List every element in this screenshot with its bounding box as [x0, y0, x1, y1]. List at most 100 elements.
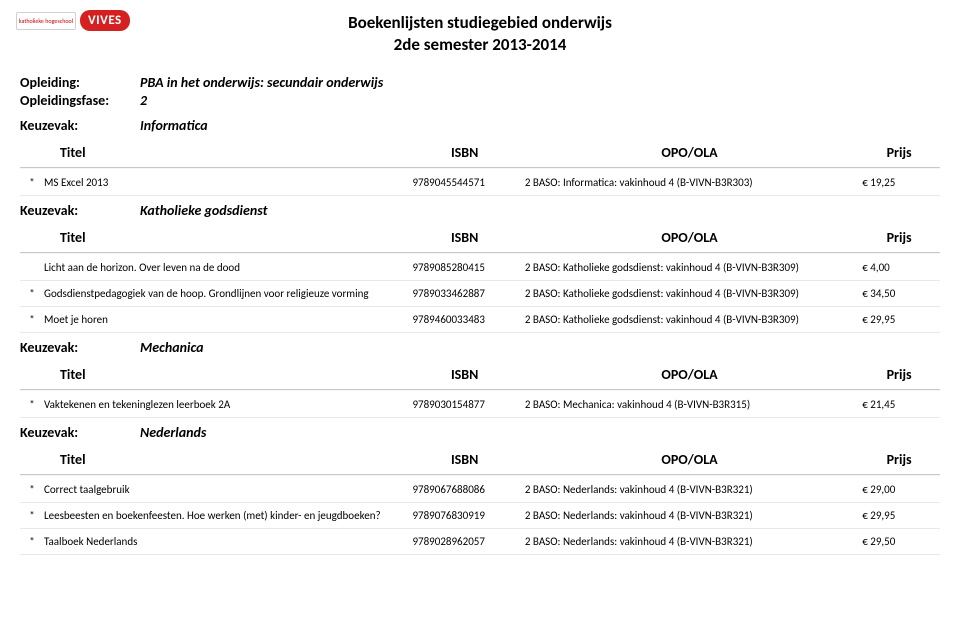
logo-vives: VIVES [80, 10, 130, 31]
keuzevak-label: Keuzevak: [20, 117, 140, 134]
header-isbn: ISBN [408, 138, 520, 168]
table-row: * Leesbeesten en boekenfeesten. Hoe werke… [20, 503, 940, 529]
table-body: * Vaktekenen en tekeninglezen leerboek 2A… [20, 392, 940, 418]
header-opo: OPO/OLA [521, 223, 858, 253]
cell-opo: 2 BASO: Katholieke godsdienst: vakinhoud… [521, 255, 858, 281]
book-title: Licht aan de horizon. Over leven na de d… [44, 261, 240, 274]
cell-isbn: 9789045544571 [408, 170, 520, 196]
cell-prijs: € 29,95 [858, 307, 940, 333]
book-title: Taalboek Nederlands [44, 535, 137, 548]
book-title: Moet je horen [44, 313, 108, 326]
cell-opo: 2 BASO: Nederlands: vakinhoud 4 (B-VIVN-… [521, 503, 858, 529]
section: Keuzevak:MechanicaTitelISBNOPO/OLAPrijs*… [20, 339, 940, 418]
table-row: * Godsdienstpedagogiek van de hoop. Grond… [20, 281, 940, 307]
table-header: TitelISBNOPO/OLAPrijs [20, 360, 940, 390]
keuzevak-row: Keuzevak:Informatica [20, 117, 940, 134]
header-isbn: ISBN [408, 445, 520, 475]
cell-prijs: € 29,95 [858, 503, 940, 529]
table-header: TitelISBNOPO/OLAPrijs [20, 138, 940, 168]
cell-title: * Godsdienstpedagogiek van de hoop. Grond… [20, 281, 408, 307]
cell-isbn: 9789028962057 [408, 529, 520, 555]
header-prijs: Prijs [858, 360, 940, 390]
book-title: Leesbeesten en boekenfeesten. Hoe werken… [44, 509, 381, 522]
header-prijs: Prijs [858, 445, 940, 475]
section: Keuzevak:Nederlands TitelISBNOPO/OLAPrijs… [20, 424, 940, 555]
cell-opo: 2 BASO: Katholieke godsdienst: vakinhoud… [521, 281, 858, 307]
cell-title: * MS Excel 2013 [20, 170, 408, 196]
opleiding-label: Opleiding: [20, 74, 140, 91]
table-body: * Correct taalgebruik 97890676880862 BASO:… [20, 477, 940, 555]
cell-opo: 2 BASO: Nederlands: vakinhoud 4 (B-VIVN-… [521, 529, 858, 555]
book-title: Vaktekenen en tekeninglezen leerboek 2A [44, 398, 230, 411]
star-icon: * [24, 313, 40, 326]
cell-isbn: 9789030154877 [408, 392, 520, 418]
section: Keuzevak:Katholieke godsdienst TitelISBNO… [20, 202, 940, 333]
cell-title: * Moet je horen [20, 307, 408, 333]
header-prijs: Prijs [858, 138, 940, 168]
title-line-1: Boekenlijsten studiegebied onderwijs [20, 12, 940, 34]
section: Keuzevak:Informatica TitelISBNOPO/OLAPrij… [20, 117, 940, 196]
star-icon: * [24, 176, 40, 189]
cell-isbn: 9789076830919 [408, 503, 520, 529]
book-title: Correct taalgebruik [44, 483, 130, 496]
header-isbn: ISBN [408, 223, 520, 253]
star-icon: * [24, 287, 40, 300]
meta-block: Opleiding: PBA in het onderwijs: secunda… [20, 74, 940, 109]
logo-khb: katholieke hogeschool [16, 12, 76, 30]
cell-prijs: € 19,25 [858, 170, 940, 196]
book-title: Godsdienstpedagogiek van de hoop. Grondl… [44, 287, 369, 300]
cell-title: * Leesbeesten en boekenfeesten. Hoe werke… [20, 503, 408, 529]
keuzevak-name: Informatica [140, 117, 208, 134]
keuzevak-label: Keuzevak: [20, 424, 140, 441]
table-row: Licht aan de horizon. Over leven na de d… [20, 255, 940, 281]
table-body: Licht aan de horizon. Over leven na de d… [20, 255, 940, 333]
cell-title: * Vaktekenen en tekeninglezen leerboek 2A [20, 392, 408, 418]
star-icon: * [24, 535, 40, 548]
header-prijs: Prijs [858, 223, 940, 253]
table-header: TitelISBNOPO/OLAPrijs [20, 445, 940, 475]
star-icon: * [24, 509, 40, 522]
keuzevak-name: Katholieke godsdienst [140, 202, 267, 219]
cell-prijs: € 29,00 [858, 477, 940, 503]
header-titel: Titel [20, 360, 408, 390]
table-row: * Vaktekenen en tekeninglezen leerboek 2A… [20, 392, 940, 418]
table-row: * Taalboek Nederlands 97890289620572 BASO:… [20, 529, 940, 555]
opleiding-value: PBA in het onderwijs: secundair onderwij… [140, 74, 383, 91]
header-opo: OPO/OLA [521, 360, 858, 390]
cell-isbn: 9789085280415 [408, 255, 520, 281]
header-titel: Titel [20, 223, 408, 253]
cell-opo: 2 BASO: Informatica: vakinhoud 4 (B-VIVN… [521, 170, 858, 196]
cell-prijs: € 21,45 [858, 392, 940, 418]
cell-title: * Taalboek Nederlands [20, 529, 408, 555]
keuzevak-row: Keuzevak:Mechanica [20, 339, 940, 356]
table-body: * MS Excel 2013 97890455445712 BASO: Infor… [20, 170, 940, 196]
cell-isbn: 9789460033483 [408, 307, 520, 333]
cell-isbn: 9789033462887 [408, 281, 520, 307]
cell-prijs: € 4,00 [858, 255, 940, 281]
keuzevak-row: Keuzevak:Katholieke godsdienst [20, 202, 940, 219]
header-isbn: ISBN [408, 360, 520, 390]
header-titel: Titel [20, 445, 408, 475]
table-header: TitelISBNOPO/OLAPrijs [20, 223, 940, 253]
cell-prijs: € 29,50 [858, 529, 940, 555]
page-title: Boekenlijsten studiegebied onderwijs 2de… [20, 12, 940, 56]
fase-value: 2 [140, 92, 147, 109]
fase-label: Opleidingsfase: [20, 92, 140, 109]
table-row: * Correct taalgebruik 97890676880862 BASO:… [20, 477, 940, 503]
header-opo: OPO/OLA [521, 445, 858, 475]
cell-title: * Correct taalgebruik [20, 477, 408, 503]
title-line-2: 2de semester 2013-2014 [20, 34, 940, 56]
keuzevak-name: Mechanica [140, 339, 204, 356]
star-icon: * [24, 483, 40, 496]
cell-opo: 2 BASO: Mechanica: vakinhoud 4 (B-VIVN-B… [521, 392, 858, 418]
book-title: MS Excel 2013 [44, 176, 108, 189]
cell-opo: 2 BASO: Nederlands: vakinhoud 4 (B-VIVN-… [521, 477, 858, 503]
header-opo: OPO/OLA [521, 138, 858, 168]
logo-area: katholieke hogeschool VIVES [16, 10, 130, 31]
keuzevak-name: Nederlands [140, 424, 206, 441]
table-row: *Moet je horen97894600334832 BASO: Katho… [20, 307, 940, 333]
cell-title: Licht aan de horizon. Over leven na de d… [20, 255, 408, 281]
table-row: * MS Excel 2013 97890455445712 BASO: Infor… [20, 170, 940, 196]
cell-isbn: 9789067688086 [408, 477, 520, 503]
star-icon: * [24, 398, 40, 411]
